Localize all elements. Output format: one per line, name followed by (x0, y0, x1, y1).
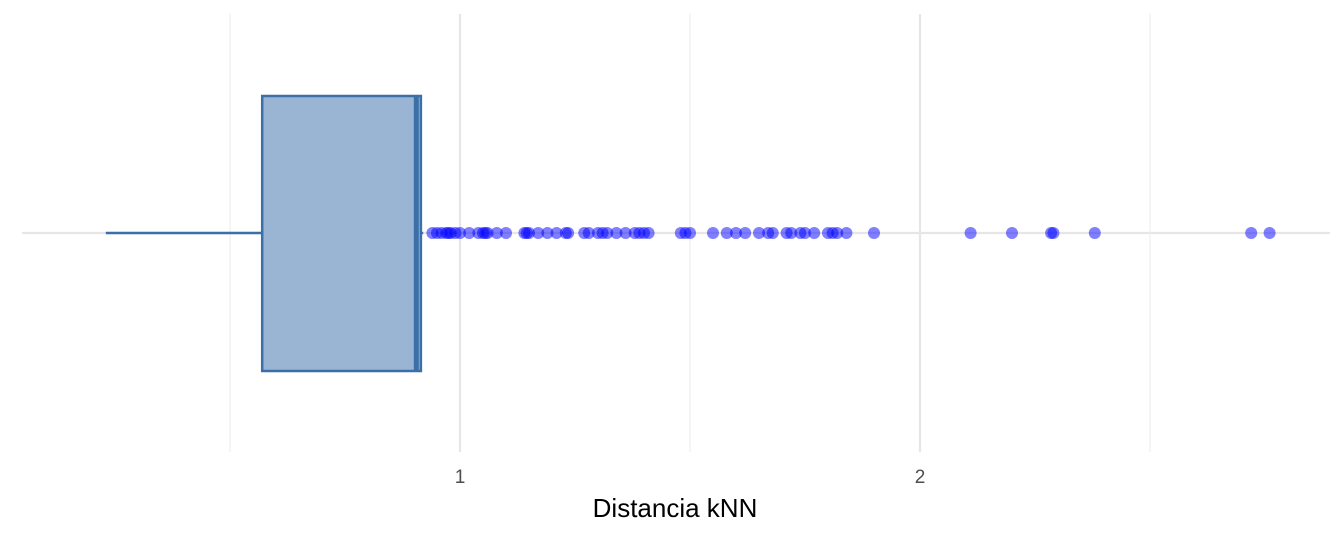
outlier-point (550, 227, 563, 239)
outlier-point (523, 227, 535, 239)
outlier-point (808, 227, 821, 239)
x-tick-label: 1 (455, 467, 466, 488)
outlier-point (1088, 227, 1101, 239)
outlier-point (799, 227, 811, 239)
outlier-point (481, 227, 494, 239)
outlier-point (739, 227, 752, 239)
outlier-points (426, 227, 1276, 239)
outlier-point (720, 227, 733, 239)
outlier-point (610, 227, 623, 239)
outlier-point (1263, 227, 1276, 239)
outlier-point (831, 227, 844, 239)
outlier-point (840, 227, 853, 239)
outlier-point (463, 227, 476, 239)
outlier-point (532, 227, 545, 239)
outlier-point (619, 227, 632, 239)
outlier-point (1047, 227, 1060, 239)
outlier-point (454, 227, 466, 239)
x-tick-label: 2 (915, 467, 926, 488)
outlier-point (1245, 227, 1258, 239)
outlier-point (707, 227, 719, 239)
outlier-point (642, 227, 655, 239)
outlier-point (582, 227, 595, 239)
outlier-point (868, 227, 880, 239)
outlier-point (766, 227, 779, 239)
outlier-point (601, 227, 614, 239)
box-iqr (260, 94, 423, 373)
outlier-point (964, 227, 977, 239)
outlier-point (753, 227, 765, 239)
outlier-point (490, 227, 503, 239)
outlier-point (562, 227, 575, 239)
outlier-point (684, 227, 696, 239)
outlier-point (500, 227, 512, 239)
outlier-point (1006, 227, 1018, 239)
outlier-point (541, 227, 554, 239)
x-axis-title: Distancia kNN (593, 493, 758, 523)
outlier-point (785, 227, 798, 239)
boxplot (105, 94, 424, 373)
outlier-point (730, 227, 742, 239)
